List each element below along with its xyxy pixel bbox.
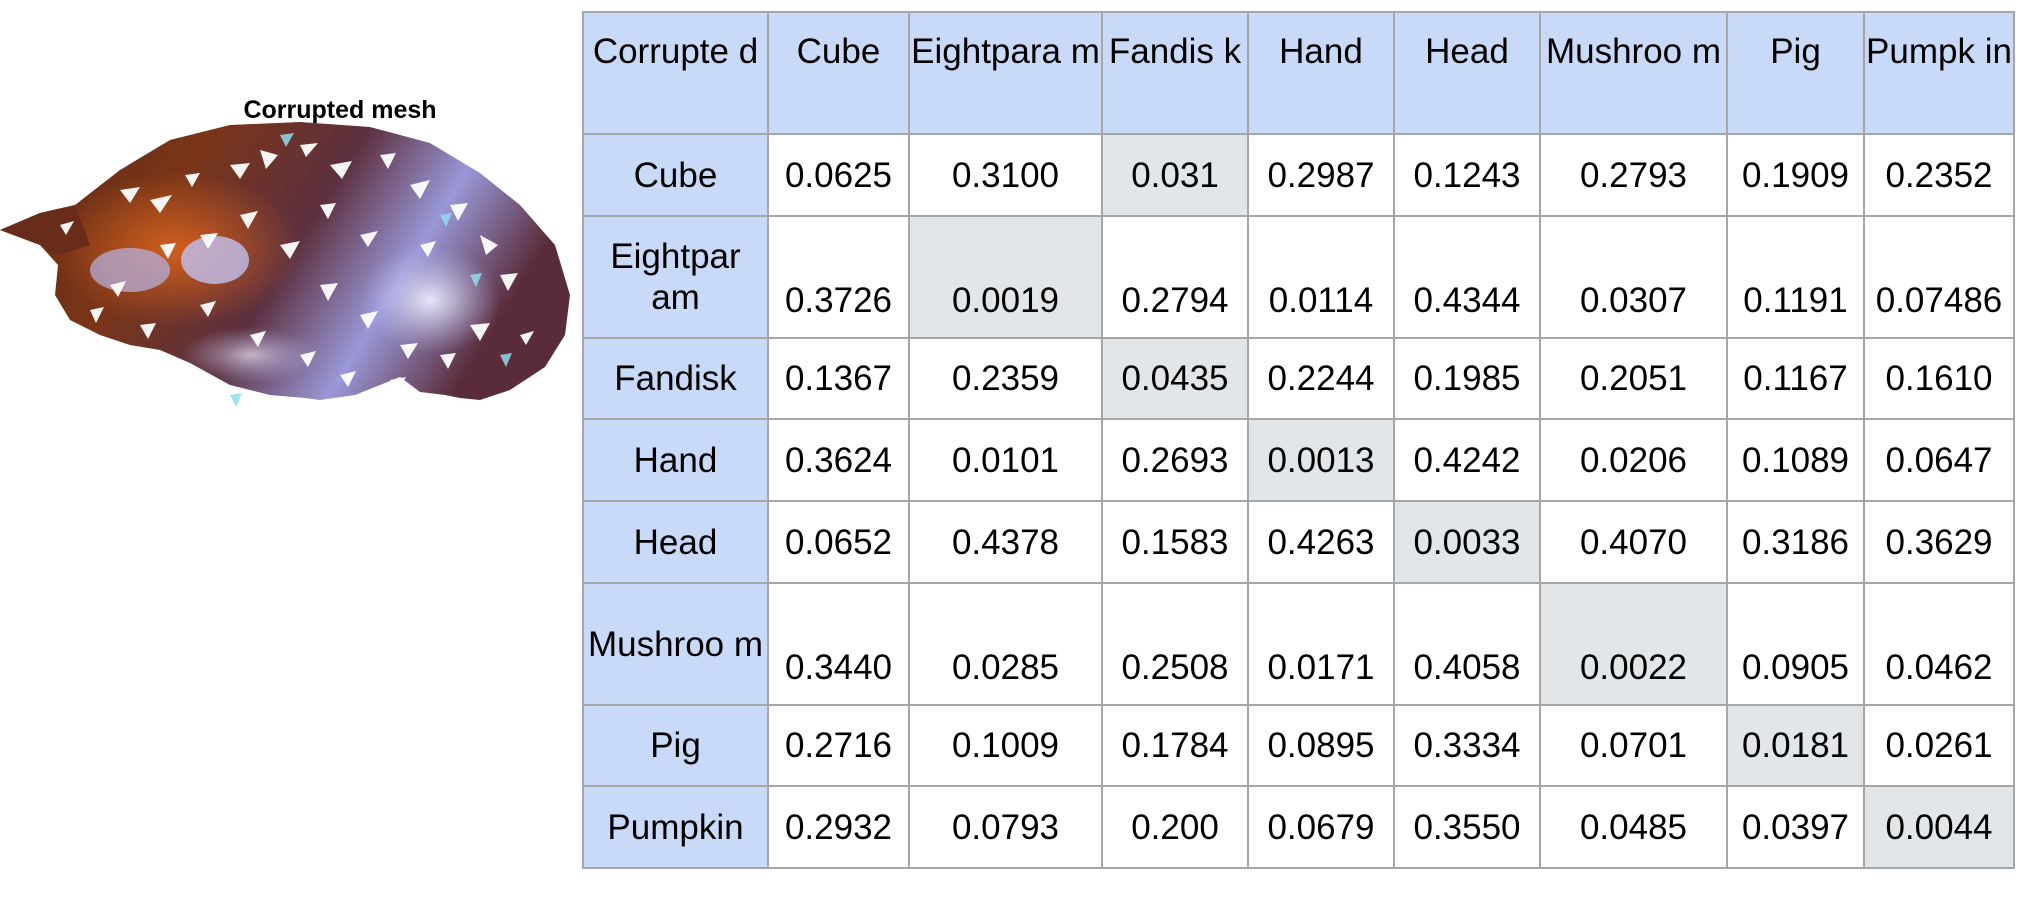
table-cell: 0.4344	[1393, 215, 1541, 339]
table-cell: 0.1909	[1726, 133, 1865, 217]
row-header: Cube	[582, 133, 769, 217]
table-cell: 0.0652	[767, 500, 910, 584]
table-cell-highlighted: 0.0181	[1726, 704, 1865, 787]
table-cell: 0.3550	[1393, 785, 1541, 869]
table-cell: 0.0625	[767, 133, 910, 217]
table-cell: 0.1610	[1863, 337, 2015, 420]
table-cell: 0.2987	[1247, 133, 1395, 217]
table-cell: 0.0114	[1247, 215, 1395, 339]
table-row: Eightpar am 0.3726 0.0019 0.2794 0.0114 …	[582, 215, 2015, 339]
table-row: Hand 0.3624 0.0101 0.2693 0.0013 0.4242 …	[582, 418, 2015, 502]
table-cell: 0.2693	[1101, 418, 1249, 502]
table-cell: 0.0679	[1247, 785, 1395, 869]
table-cell: 0.3629	[1863, 500, 2015, 584]
row-header: Mushroo m	[582, 582, 769, 706]
table-cell: 0.0206	[1539, 418, 1728, 502]
table-cell: 0.0485	[1539, 785, 1728, 869]
row-header: Hand	[582, 418, 769, 502]
table-cell: 0.0701	[1539, 704, 1728, 787]
table-cell-highlighted: 0.0435	[1101, 337, 1249, 420]
table-cell: 0.1243	[1393, 133, 1541, 217]
table-cell: 0.0101	[908, 418, 1103, 502]
table-cell: 0.4058	[1393, 582, 1541, 706]
table-row: Cube 0.0625 0.3100 0.031 0.2987 0.1243 0…	[582, 133, 2015, 217]
table-cell: 0.1985	[1393, 337, 1541, 420]
column-header: Cube	[767, 11, 910, 135]
table-cell: 0.1784	[1101, 704, 1249, 787]
table-cell: 0.2793	[1539, 133, 1728, 217]
table-cell: 0.3334	[1393, 704, 1541, 787]
table-cell: 0.2794	[1101, 215, 1249, 339]
table-cell: 0.3624	[767, 418, 910, 502]
table-cell-highlighted: 0.0022	[1539, 582, 1728, 706]
table-cell: 0.0895	[1247, 704, 1395, 787]
table-cell: 0.0171	[1247, 582, 1395, 706]
table-cell: 0.1367	[767, 337, 910, 420]
table-cell: 0.4070	[1539, 500, 1728, 584]
table-cell: 0.0793	[908, 785, 1103, 869]
row-header: Fandisk	[582, 337, 769, 420]
table-cell: 0.0397	[1726, 785, 1865, 869]
table-row: Mushroo m 0.3440 0.0285 0.2508 0.0171 0.…	[582, 582, 2015, 706]
table-cell: 0.0905	[1726, 582, 1865, 706]
column-header: Mushroo m	[1539, 11, 1728, 135]
table-cell: 0.0285	[908, 582, 1103, 706]
table-row: Pumpkin 0.2932 0.0793 0.200 0.0679 0.355…	[582, 785, 2015, 869]
row-header: Pig	[582, 704, 769, 787]
column-header: Head	[1393, 11, 1541, 135]
table-row: Fandisk 0.1367 0.2359 0.0435 0.2244 0.19…	[582, 337, 2015, 420]
corrupted-mesh-image	[0, 122, 570, 407]
table-row: Pig 0.2716 0.1009 0.1784 0.0895 0.3334 0…	[582, 704, 2015, 787]
table-cell: 0.3726	[767, 215, 910, 339]
distance-matrix-table: Corrupte d Cube Eightpara m Fandis k Han…	[582, 11, 2015, 869]
table-cell-highlighted: 0.0019	[908, 215, 1103, 339]
table-cell: 0.4242	[1393, 418, 1541, 502]
table-cell: 0.1009	[908, 704, 1103, 787]
table-cell: 0.2051	[1539, 337, 1728, 420]
table-cell: 0.2359	[908, 337, 1103, 420]
table-cell-highlighted: 0.0013	[1247, 418, 1395, 502]
table-cell: 0.2244	[1247, 337, 1395, 420]
table-cell: 0.2932	[767, 785, 910, 869]
row-header: Eightpar am	[582, 215, 769, 339]
table-cell: 0.0307	[1539, 215, 1728, 339]
column-header: Fandis k	[1101, 11, 1249, 135]
column-header: Eightpara m	[908, 11, 1103, 135]
table-cell-highlighted: 0.0033	[1393, 500, 1541, 584]
table-cell-highlighted: 0.031	[1101, 133, 1249, 217]
table-cell: 0.2352	[1863, 133, 2015, 217]
corner-header: Corrupte d	[582, 11, 769, 135]
table-cell: 0.2508	[1101, 582, 1249, 706]
column-header: Pig	[1726, 11, 1865, 135]
table-cell: 0.1191	[1726, 215, 1865, 339]
row-header: Pumpkin	[582, 785, 769, 869]
table-cell: 0.200	[1101, 785, 1249, 869]
header-row: Corrupte d Cube Eightpara m Fandis k Han…	[582, 11, 2015, 135]
table-cell: 0.07486	[1863, 215, 2015, 339]
table-cell: 0.4263	[1247, 500, 1395, 584]
table-cell: 0.2716	[767, 704, 910, 787]
table-cell: 0.3100	[908, 133, 1103, 217]
table-cell: 0.3186	[1726, 500, 1865, 584]
table-cell: 0.1167	[1726, 337, 1865, 420]
row-header: Head	[582, 500, 769, 584]
table-cell: 0.0462	[1863, 582, 2015, 706]
table-cell: 0.4378	[908, 500, 1103, 584]
table-cell: 0.0647	[1863, 418, 2015, 502]
table-cell: 0.0261	[1863, 704, 2015, 787]
table-cell: 0.1583	[1101, 500, 1249, 584]
table-cell: 0.3440	[767, 582, 910, 706]
table-row: Head 0.0652 0.4378 0.1583 0.4263 0.0033 …	[582, 500, 2015, 584]
column-header: Pumpk in	[1863, 11, 2015, 135]
table-cell: 0.1089	[1726, 418, 1865, 502]
figure-title: Corrupted mesh	[243, 96, 437, 124]
table-cell-highlighted: 0.0044	[1863, 785, 2015, 869]
column-header: Hand	[1247, 11, 1395, 135]
